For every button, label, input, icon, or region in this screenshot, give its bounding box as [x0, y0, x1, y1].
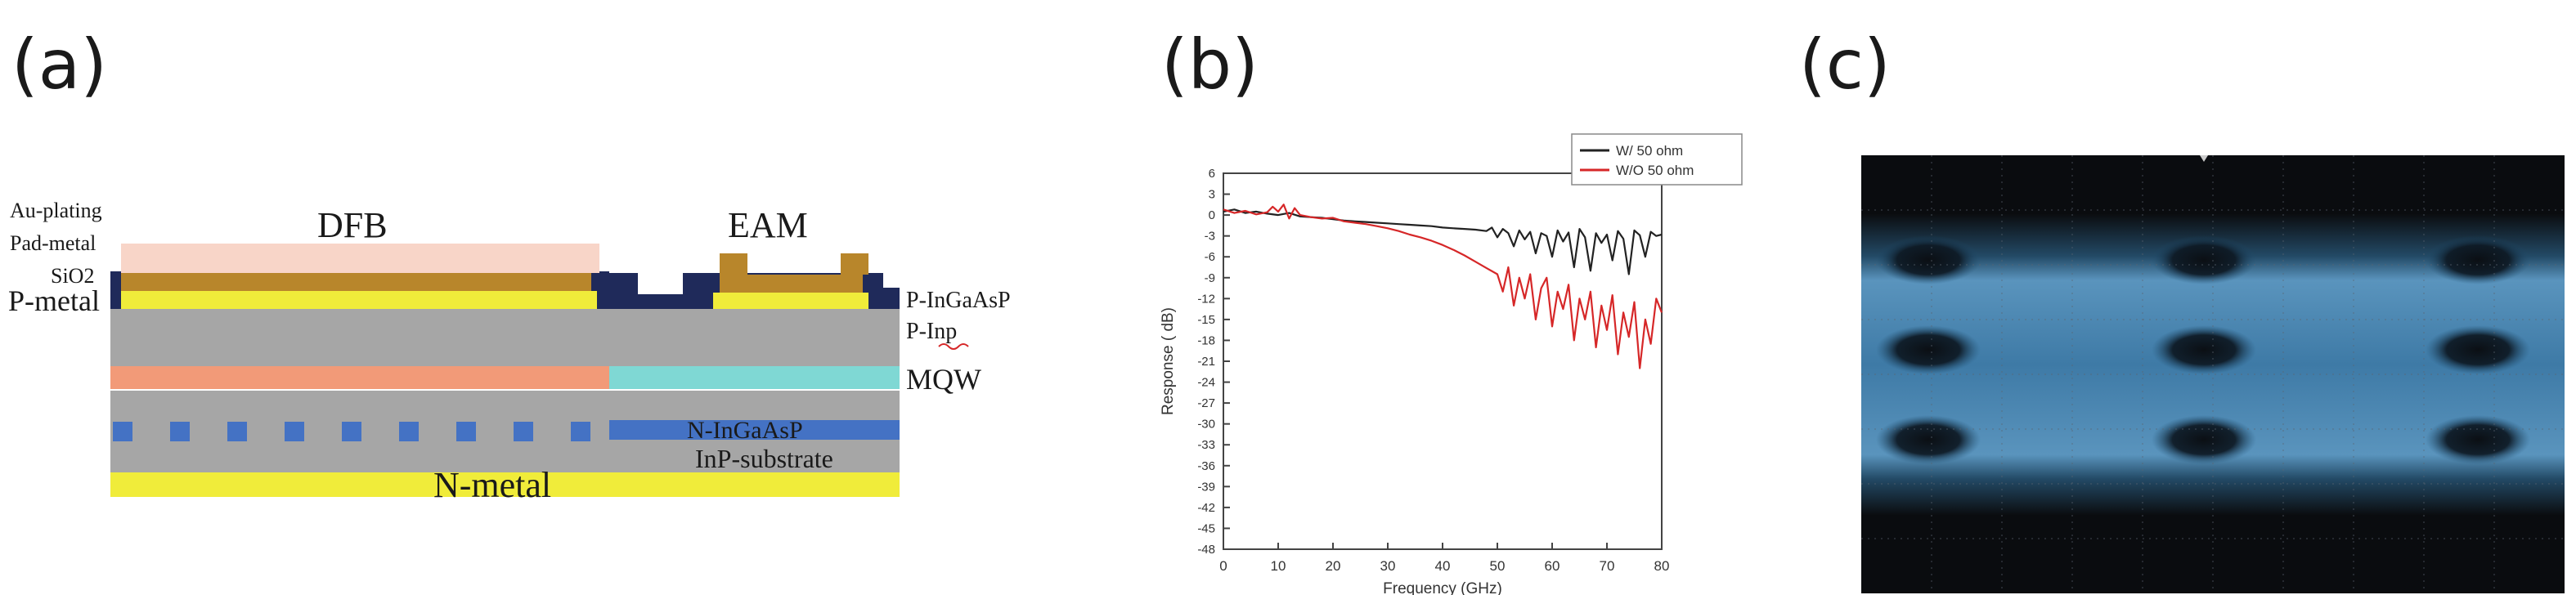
panel-c-label: (c)	[1799, 25, 1891, 105]
x-tick-label: 0	[1219, 558, 1227, 574]
eye-opening	[2152, 415, 2256, 464]
x-tick-label: 10	[1271, 558, 1286, 574]
y-tick-label: -27	[1197, 396, 1215, 410]
p-metal-dfb	[121, 291, 597, 309]
p-ingaasp-contact	[713, 293, 868, 309]
p-metal-label: P-metal	[8, 284, 100, 317]
panel-b: (b) 0 10 20 30 40 50 60 70 80630-3-6-9-12-15-18-…	[1160, 25, 1743, 595]
eye-opening	[2426, 235, 2530, 284]
au-pad-eam-left	[720, 253, 747, 275]
y-axis-label: Response ( dB)	[1160, 307, 1177, 415]
y-tick-label: -18	[1197, 333, 1215, 347]
panel-a-label: (a)	[11, 25, 107, 105]
p-inp-layer	[110, 309, 900, 366]
y-tick-label: -42	[1197, 501, 1215, 515]
pad-metal-dfb	[121, 244, 599, 273]
y-tick-label: -36	[1197, 459, 1215, 473]
grating-tooth	[170, 422, 190, 441]
grating-tooth	[571, 422, 590, 441]
grating-tooth	[342, 422, 361, 441]
trigger-marker-icon	[2200, 155, 2208, 162]
panel-b-label: (b)	[1161, 25, 1259, 105]
x-tick-label: 50	[1490, 558, 1506, 574]
y-tick-label: 3	[1209, 188, 1215, 202]
grating-tooth	[514, 422, 533, 441]
eye-openings	[1876, 235, 2530, 464]
eye-opening	[2152, 325, 2256, 374]
y-tick-label: 0	[1209, 208, 1215, 222]
panel-c: (c)	[1799, 25, 2565, 593]
n-metal-label: N-metal	[433, 465, 551, 505]
legend-entry: W/ 50 ohm	[1616, 143, 1683, 159]
y-tick-label: -15	[1197, 313, 1215, 327]
panel-a: (a)	[8, 25, 1011, 505]
plot-area	[1223, 172, 1663, 550]
eye-opening	[2426, 415, 2530, 464]
legend-entry: W/O 50 ohm	[1616, 163, 1694, 178]
eam-label: EAM	[728, 205, 808, 245]
x-tick-label: 70	[1600, 558, 1615, 574]
x-tick-label: 40	[1435, 558, 1451, 574]
y-tick-label: -30	[1197, 418, 1215, 432]
eye-opening	[1876, 415, 1981, 464]
x-tick-label: 60	[1545, 558, 1560, 574]
y-tick-label: -3	[1205, 230, 1215, 244]
inp-substrate-label: InP-substrate	[695, 444, 833, 473]
au-plating-dfb	[121, 273, 591, 291]
y-tick-label: -6	[1205, 250, 1215, 264]
y-tick-label: -21	[1197, 355, 1215, 369]
x-tick-label: 80	[1654, 558, 1670, 574]
series-line-2	[1223, 204, 1663, 369]
y-tick-label: -39	[1197, 480, 1215, 494]
scope-grid	[1861, 155, 2565, 593]
y-tick-label: -48	[1197, 543, 1215, 557]
au-pad-eam-right	[841, 253, 868, 275]
x-axis-label: Frequency (GHz)	[1383, 580, 1502, 595]
sio2-trench	[609, 273, 711, 309]
n-ingaasp-layer	[609, 420, 900, 440]
y-tick-label: -9	[1205, 271, 1215, 285]
mqw-eam-layer	[609, 366, 900, 389]
y-tick-label: -45	[1197, 521, 1215, 535]
grating-tooth	[456, 422, 476, 441]
y-tick-label: 6	[1209, 167, 1215, 181]
spellcheck-underline	[938, 343, 969, 350]
grating-tooth	[113, 422, 132, 441]
y-tick-label: -33	[1197, 438, 1215, 452]
dfb-grating	[113, 422, 590, 441]
eye-opening	[1876, 325, 1981, 374]
grating-tooth	[285, 422, 304, 441]
n-ingaasp-label: N-InGaAsP	[687, 417, 803, 444]
au-plating-eam	[720, 275, 863, 293]
n-metal-layer	[110, 472, 900, 497]
au-plating-label: Au-plating	[10, 199, 102, 222]
mqw-dfb-layer	[110, 366, 609, 389]
eye-opening	[2152, 235, 2256, 284]
eye-opening	[1876, 235, 1981, 284]
mqw-label: MQW	[906, 363, 981, 396]
grating-tooth	[399, 422, 419, 441]
p-inp-label: P-Inp	[906, 319, 957, 344]
x-tick-label: 20	[1326, 558, 1341, 574]
legend-box	[1571, 133, 1743, 186]
grating-tooth	[227, 422, 247, 441]
eye-opening	[2426, 325, 2530, 374]
frequency-response-chart: 0 10 20 30 40 50 60 70 80630-3-6-9-12-15-18-21-2…	[1160, 133, 1743, 595]
y-tick-label: -12	[1197, 292, 1215, 306]
y-tick-label: -24	[1197, 376, 1215, 390]
x-tick-label: 30	[1380, 558, 1396, 574]
pad-metal-label: Pad-metal	[10, 231, 96, 255]
sio2-label: SiO2	[51, 264, 94, 288]
p-ingaasp-label: P-InGaAsP	[906, 288, 1011, 313]
dfb-label: DFB	[317, 205, 388, 245]
